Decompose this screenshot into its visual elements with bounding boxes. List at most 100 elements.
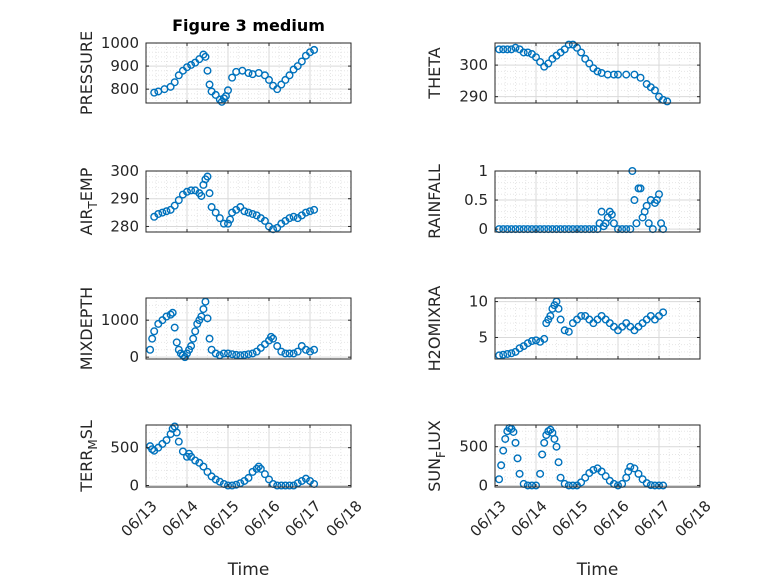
y-axis-label-main: RAINFALL xyxy=(425,164,444,239)
data-point xyxy=(589,465,598,474)
data-point xyxy=(532,53,541,62)
data-point xyxy=(614,481,623,490)
data-point xyxy=(310,45,319,54)
data-point xyxy=(646,481,655,490)
data-point xyxy=(306,347,315,356)
data-point xyxy=(219,219,228,228)
data-point xyxy=(187,186,196,195)
data-point xyxy=(310,205,319,214)
x-tick-label: 06/18 xyxy=(322,497,365,540)
subplot-6: 5 10 H2OMIXRA xyxy=(425,286,701,372)
data-point xyxy=(552,442,561,451)
y-axis-label-tail: SL xyxy=(77,420,96,439)
data-point xyxy=(285,349,294,358)
data-point xyxy=(201,52,210,61)
data-point xyxy=(527,337,536,346)
data-point xyxy=(150,327,159,336)
data-point xyxy=(564,481,573,490)
data-point xyxy=(560,45,569,54)
data-point xyxy=(501,434,510,443)
data-point xyxy=(158,208,167,217)
y-tick-label: 500 xyxy=(110,439,139,457)
data-point xyxy=(597,207,606,216)
data-point xyxy=(293,62,302,71)
y-axis-label-tail: EMP xyxy=(77,167,96,201)
data-point xyxy=(297,57,306,66)
data-point xyxy=(560,326,569,335)
data-point xyxy=(293,347,302,356)
data-point xyxy=(232,480,241,489)
data-point xyxy=(172,428,181,437)
data-point xyxy=(515,344,524,353)
data-point xyxy=(228,73,237,82)
data-point xyxy=(523,481,532,490)
data-point xyxy=(260,470,269,479)
data-point xyxy=(577,311,586,320)
data-point xyxy=(170,78,179,87)
data-point xyxy=(236,203,245,212)
data-point xyxy=(187,60,196,69)
data-point xyxy=(642,201,651,210)
data-point xyxy=(273,85,282,94)
data-point xyxy=(170,201,179,210)
data-point xyxy=(203,172,212,181)
y-tick-label: 900 xyxy=(110,57,139,75)
data-point xyxy=(223,86,232,95)
data-point xyxy=(191,456,200,465)
y-axis-label: THETA xyxy=(425,47,444,99)
data-point xyxy=(577,48,586,57)
data-point xyxy=(166,82,175,91)
data-point xyxy=(581,473,590,482)
data-point xyxy=(267,332,276,341)
data-point xyxy=(252,464,261,473)
data-point xyxy=(636,184,645,193)
data-point xyxy=(182,63,191,72)
data-point xyxy=(507,45,516,54)
x-tick-label: 06/16 xyxy=(589,497,632,540)
data-point xyxy=(187,342,196,351)
data-point xyxy=(277,481,286,490)
data-point xyxy=(150,88,159,97)
data-point xyxy=(519,48,528,57)
data-point xyxy=(273,223,282,232)
data-point xyxy=(544,427,553,436)
x-tick-label: 06/13 xyxy=(117,497,160,540)
data-point xyxy=(532,336,541,345)
data-point xyxy=(546,311,555,320)
data-point xyxy=(581,54,590,63)
data-point xyxy=(289,481,298,490)
data-point xyxy=(507,349,516,358)
subplot-4: 0 0.5 1 RAINFALL xyxy=(425,162,701,239)
x-axis-label: Time xyxy=(227,560,270,580)
data-point xyxy=(301,345,310,354)
y-axis-label: MIXDEPTH xyxy=(77,287,96,370)
y-tick-label: 0.5 xyxy=(464,191,488,209)
data-point xyxy=(211,349,220,358)
y-axis-label: PRESSURE xyxy=(77,31,96,115)
data-point xyxy=(659,308,668,317)
y-axis-label-main: MIXDEPTH xyxy=(77,287,96,370)
data-point xyxy=(207,203,216,212)
x-axis-label: Time xyxy=(576,560,619,580)
data-point xyxy=(538,450,547,459)
data-point xyxy=(172,338,181,347)
data-point xyxy=(306,207,315,216)
data-point xyxy=(554,304,563,313)
y-tick-label: 5 xyxy=(478,328,488,346)
y-tick-label: 500 xyxy=(459,438,488,456)
data-point xyxy=(281,349,290,358)
data-point xyxy=(540,334,549,343)
data-point xyxy=(285,214,294,223)
data-point xyxy=(226,215,235,224)
y-tick-label: 300 xyxy=(459,56,488,74)
y-axis-label: H2OMIXRA xyxy=(425,286,444,372)
axes-frame xyxy=(494,424,701,488)
subplot-8: 0 500 SUNFLUX 06/1306/1406/1506/1606/1706/1… xyxy=(425,420,715,580)
data-point xyxy=(199,462,208,471)
data-point xyxy=(597,467,606,476)
data-point xyxy=(269,334,278,343)
data-point xyxy=(532,481,541,490)
data-point xyxy=(544,59,553,68)
data-point xyxy=(523,339,532,348)
data-point xyxy=(260,216,269,225)
